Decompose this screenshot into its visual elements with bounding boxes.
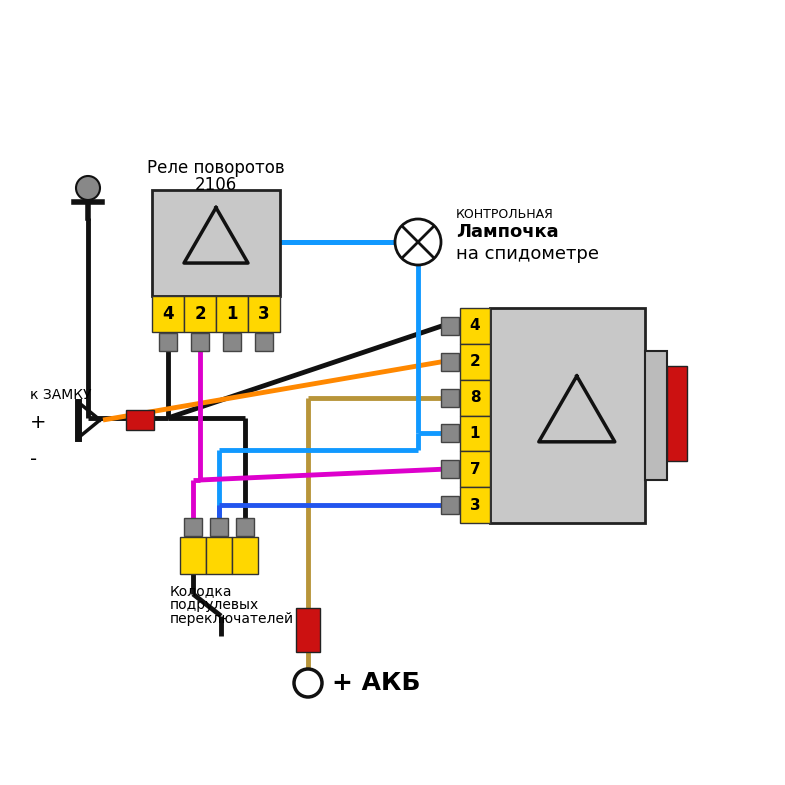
Bar [210,518,228,536]
Bar [441,352,459,371]
Bar [184,296,216,332]
Text: 3: 3 [258,305,270,323]
Bar [216,296,248,332]
Bar [490,308,645,523]
Bar [441,496,459,514]
Text: переключателей: переключателей [170,612,294,626]
Bar [191,333,209,351]
Bar [159,333,177,351]
Circle shape [294,669,322,697]
Text: -: - [30,451,37,469]
Bar [152,296,184,332]
Text: 7: 7 [469,462,480,476]
Bar [460,487,490,523]
Bar [441,425,459,443]
Bar [236,518,254,536]
Bar [460,451,490,487]
Bar [441,389,459,407]
Bar [441,460,459,478]
Text: 8: 8 [469,390,480,405]
Bar [223,333,241,351]
Text: 1: 1 [226,305,238,323]
Bar [255,333,273,351]
Text: Колодка: Колодка [170,584,232,598]
Text: 2: 2 [469,354,480,369]
Bar [460,344,490,380]
Text: + АКБ: + АКБ [332,671,421,695]
Bar [460,415,490,451]
Text: Реле поворотов: Реле поворотов [148,159,285,177]
Bar [126,410,154,430]
Text: 4: 4 [469,319,480,334]
Bar [248,296,280,332]
Bar [184,518,202,536]
Text: 3: 3 [469,498,480,513]
Text: 4: 4 [162,305,173,323]
Text: 2: 2 [194,305,206,323]
Text: на спидометре: на спидометре [456,245,599,263]
Circle shape [76,176,100,200]
Circle shape [395,219,441,265]
Text: 1: 1 [469,426,480,441]
Bar [441,317,459,335]
Bar [206,537,232,574]
Bar [232,537,258,574]
Text: КОНТРОЛЬНАЯ: КОНТРОЛЬНАЯ [456,207,553,221]
Text: +: + [30,412,46,432]
Text: 2106: 2106 [195,176,237,194]
Bar [180,537,206,574]
Bar [460,380,490,415]
Text: к ЗАМКУ: к ЗАМКУ [30,388,92,402]
Bar [645,351,667,480]
Text: подрулевых: подрулевых [170,598,259,612]
Bar [296,608,320,652]
Bar [460,308,490,344]
Text: Лампочка: Лампочка [456,223,559,241]
Bar [667,366,687,461]
Bar [152,190,280,296]
